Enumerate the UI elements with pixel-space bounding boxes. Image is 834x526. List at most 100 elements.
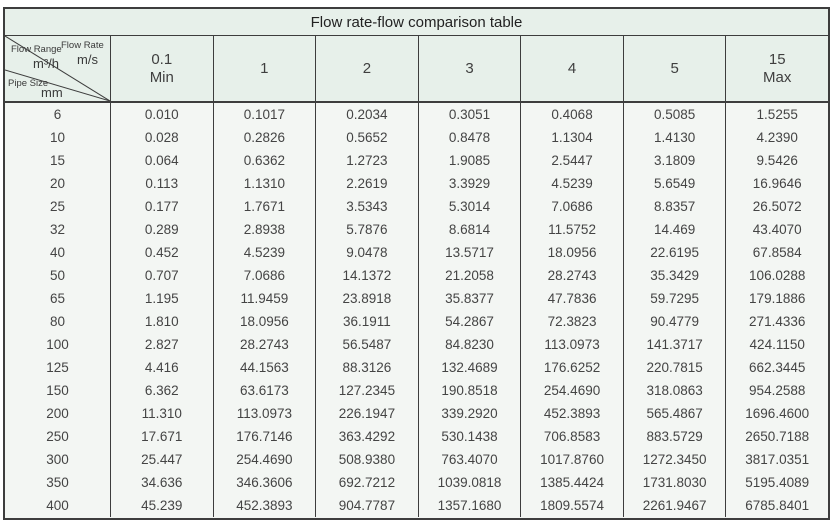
column-header: 15 Max <box>725 36 828 101</box>
value-cell: 452.3893 <box>236 498 293 513</box>
pipe-size-cell: 350 <box>46 475 69 490</box>
value-cell: 35.3429 <box>650 268 700 283</box>
value-cell: 25.447 <box>141 452 183 467</box>
pipe-size-cell: 300 <box>46 452 69 467</box>
value-cell: 1.1310 <box>243 176 285 191</box>
value-cell: 4.5239 <box>551 176 593 191</box>
value-cell: 3.5343 <box>346 199 388 214</box>
value-cell: 1039.0818 <box>437 475 502 490</box>
value-cell: 1017.8760 <box>540 452 604 467</box>
value-cell: 0.010 <box>144 107 179 122</box>
value-cell: 9.5426 <box>756 153 798 168</box>
value-cell: 226.1947 <box>338 406 396 421</box>
value-cell: 2.2619 <box>346 176 388 191</box>
value-cell: 4.2390 <box>756 130 798 145</box>
pipe-size-cell: 200 <box>46 406 69 421</box>
value-cell: 45.239 <box>141 498 183 513</box>
value-cell: 2.8938 <box>243 222 285 237</box>
value-cell: 2.5447 <box>551 153 593 168</box>
value-cell: 106.0288 <box>749 268 806 283</box>
value-cell: 339.2920 <box>441 406 498 421</box>
column-header: 2 <box>315 36 418 101</box>
value-cell: 2.827 <box>144 337 179 352</box>
value-cell: 692.7212 <box>338 475 396 490</box>
value-cell: 0.5085 <box>653 107 696 122</box>
value-cell: 5.6549 <box>653 176 696 191</box>
value-column: 0.1017 0.2826 0.6362 1.1310 1.7671 2.8938 4.52… <box>212 103 316 517</box>
value-cell: 176.6252 <box>543 360 601 375</box>
value-cell: 530.1438 <box>441 429 498 444</box>
value-cell: 1357.1680 <box>437 498 502 513</box>
value-cell: 0.707 <box>144 268 179 283</box>
pipe-size-cell: 6 <box>53 107 62 122</box>
value-cell: 220.7815 <box>646 360 703 375</box>
value-cell: 424.1150 <box>749 337 805 352</box>
value-cell: 254.4690 <box>543 383 601 398</box>
value-cell: 72.3823 <box>547 314 597 329</box>
value-cell: 35.8377 <box>445 291 494 306</box>
value-cell: 22.6195 <box>650 245 700 260</box>
flow-rate-label: Flow Rate <box>61 40 104 51</box>
value-cell: 3817.0351 <box>745 452 810 467</box>
value-cell: 63.6173 <box>239 383 289 398</box>
value-cell: 21.2058 <box>445 268 494 283</box>
pipe-size-cell: 65 <box>49 291 66 306</box>
column-header-value: 3 <box>465 59 474 77</box>
flow-range-label: Flow Range <box>11 44 62 55</box>
value-cell: 1696.4600 <box>745 406 810 421</box>
table-title-bar: Flow rate-flow comparison table <box>5 9 828 36</box>
value-cell: 67.8584 <box>752 245 802 260</box>
pipe-size-cell: 50 <box>49 268 66 283</box>
pipe-size-cell: 125 <box>46 360 69 375</box>
value-cell: 28.2743 <box>239 337 289 352</box>
value-cell: 56.5487 <box>342 337 392 352</box>
value-cell: 3.3929 <box>448 176 491 191</box>
value-cell: 43.4070 <box>752 222 802 237</box>
value-cell: 88.3126 <box>342 360 392 375</box>
value-cell: 18.0956 <box>547 245 597 260</box>
value-cell: 7.0686 <box>243 268 285 283</box>
column-header: 1 <box>212 36 316 101</box>
value-column: 0.5085 1.4130 3.1809 5.6549 8.8357 14.469 22.6… <box>622 103 726 517</box>
value-cell: 179.1886 <box>749 291 806 306</box>
value-cell: 18.0956 <box>239 314 289 329</box>
value-cell: 36.1911 <box>343 314 391 329</box>
diagonal-divider-lines <box>5 36 110 101</box>
value-cell: 1.2723 <box>346 153 388 168</box>
value-cell: 54.2867 <box>445 314 494 329</box>
value-cell: 1272.3450 <box>642 452 707 467</box>
value-cell: 16.9646 <box>752 176 802 191</box>
value-cell: 113.0973 <box>544 337 600 352</box>
value-cell: 5.3014 <box>448 199 491 214</box>
value-column: 0.010 0.028 0.064 0.113 0.177 0.289 0.452 0.707… <box>110 103 213 517</box>
column-header: 3 <box>417 36 521 101</box>
value-cell: 5195.4089 <box>745 475 810 490</box>
value-cell: 127.2345 <box>338 383 396 398</box>
value-cell: 2261.9467 <box>642 498 707 513</box>
pipe-size-label: Pipe Size <box>8 78 49 89</box>
header-row: Flow Range m³/h Flow Rate m/s Pipe Size … <box>5 36 828 103</box>
value-cell: 452.3893 <box>543 406 601 421</box>
pipe-size-cell: 250 <box>46 429 69 444</box>
pipe-size-cell: 400 <box>46 498 69 513</box>
column-header-value: 5 <box>670 59 679 77</box>
value-cell: 318.0863 <box>646 383 703 398</box>
value-cell: 8.8357 <box>653 199 696 214</box>
value-cell: 26.5072 <box>752 199 802 214</box>
value-cell: 132.4689 <box>441 360 498 375</box>
value-cell: 0.064 <box>144 153 179 168</box>
table-title: Flow rate-flow comparison table <box>310 13 523 31</box>
flow-rate-unit: m/s <box>77 52 98 67</box>
value-cell: 363.4292 <box>338 429 396 444</box>
value-cell: 0.3051 <box>448 107 491 122</box>
pipe-size-cell: 100 <box>46 337 69 352</box>
column-header-note: Max <box>763 68 792 86</box>
value-cell: 190.8518 <box>441 383 498 398</box>
pipe-size-cell: 25 <box>49 199 66 214</box>
value-column: 0.3051 0.8478 1.9085 3.3929 5.3014 8.6814 13.5… <box>417 103 521 517</box>
pipe-size-cell: 80 <box>49 314 66 329</box>
value-cell: 0.8478 <box>448 130 491 145</box>
value-cell: 3.1809 <box>653 153 696 168</box>
value-cell: 0.028 <box>144 130 179 145</box>
